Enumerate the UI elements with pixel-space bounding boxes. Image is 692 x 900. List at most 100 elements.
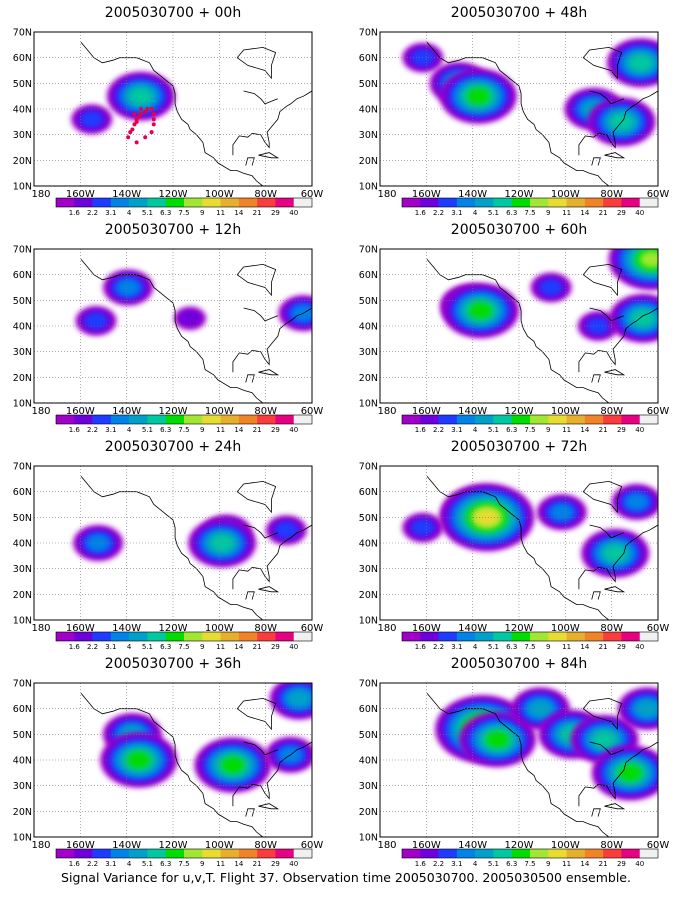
colorbar-swatch	[275, 849, 295, 858]
colorbar-swatch	[639, 415, 659, 424]
colorbar-swatch	[566, 415, 586, 424]
lat-tick-label: 30N	[13, 130, 32, 141]
colorbar-swatch	[511, 849, 531, 858]
colorbar-swatch	[238, 849, 258, 858]
colorbar-swatch	[110, 198, 130, 207]
lon-tick-label: 140W	[112, 840, 141, 851]
lat-tick-label: 50N	[13, 79, 32, 90]
colorbar-label: 3.1	[451, 209, 462, 217]
lon-tick-label: 80W	[600, 840, 623, 851]
lat-tick-label: 50N	[13, 513, 32, 524]
flight-track-point	[151, 112, 156, 117]
colorbar-swatch	[456, 849, 476, 858]
lat-tick-label: 60N	[359, 704, 378, 715]
colorbar-label: 4	[127, 209, 132, 217]
coastline	[80, 476, 264, 620]
lat-tick-label: 70N	[359, 245, 378, 256]
figure-caption: Signal Variance for u,v,T. Flight 37. Ob…	[61, 870, 631, 885]
lat-tick-label: 20N	[13, 373, 32, 384]
colorbar-label: 5.1	[142, 643, 153, 651]
colorbar-label: 14	[580, 426, 589, 434]
lat-tick-label: 50N	[359, 79, 378, 90]
colorbar-swatch	[165, 632, 185, 641]
lat-tick-label: 20N	[359, 156, 378, 167]
coastline	[232, 90, 312, 156]
lat-tick-label: 10N	[359, 399, 378, 410]
map-svg: 180 160W 140W 120W 100W 80W 60W 10N 20N 30N 40N 50N…	[359, 679, 670, 869]
lat-tick-label: 40N	[359, 105, 378, 116]
lon-tick-label: 80W	[254, 840, 277, 851]
colorbar-swatch	[56, 632, 75, 641]
colorbar-label: 21	[599, 643, 608, 651]
colorbar-label: 6.3	[506, 860, 517, 868]
colorbar-swatch	[110, 632, 130, 641]
variance-blob	[178, 310, 202, 327]
colorbar-swatch	[147, 632, 167, 641]
colorbar-label: 1.6	[69, 860, 81, 868]
map-svg: 180 160W 140W 120W 100W 80W 60W 10N 20N 30N 40N 50N…	[359, 462, 670, 652]
coastline	[245, 374, 255, 383]
map-frame-border	[33, 31, 313, 187]
coastline	[232, 307, 312, 373]
lon-tick-label: 60W	[647, 840, 670, 851]
coastline	[243, 524, 278, 539]
flight-track-point	[132, 122, 137, 127]
coastline	[589, 90, 624, 105]
colorbar-swatch	[402, 632, 421, 641]
colorbar-swatch	[147, 849, 167, 858]
lat-tick-label: 10N	[359, 616, 378, 627]
lon-tick-label: 120W	[505, 840, 534, 851]
lat-tick-label: 70N	[13, 679, 32, 690]
variance-blob	[539, 279, 563, 296]
colorbar-swatch	[220, 632, 240, 641]
lat-tick-label: 60N	[13, 53, 32, 64]
colorbar-swatch	[475, 415, 494, 424]
coastline	[232, 524, 312, 590]
colorbar-swatch	[202, 632, 221, 641]
variance-blob	[550, 504, 574, 521]
colorbar-swatch	[584, 415, 604, 424]
variance-blob	[593, 731, 617, 748]
lat-tick-label: 20N	[13, 590, 32, 601]
coastline	[591, 591, 601, 600]
colorbar-swatch	[639, 198, 659, 207]
lat-tick-label: 10N	[13, 182, 32, 193]
colorbar-label: 21	[599, 209, 608, 217]
colorbar-label: 14	[234, 209, 243, 217]
variance-blob	[129, 87, 153, 105]
colorbar-label: 40	[635, 426, 644, 434]
flight-track-point	[143, 135, 148, 140]
colorbar-border	[55, 414, 313, 425]
colorbar-border	[55, 197, 313, 208]
lon-tick-label: 160W	[66, 189, 95, 200]
colorbar-label: 14	[580, 860, 589, 868]
colorbar-border	[55, 848, 313, 859]
colorbar-swatch	[293, 849, 313, 858]
colorbar-label: 40	[289, 209, 298, 217]
colorbar-swatch	[202, 415, 221, 424]
lat-tick-label: 70N	[13, 245, 32, 256]
coastline	[243, 90, 278, 105]
coastline	[426, 476, 610, 620]
colorbar-swatch	[147, 415, 167, 424]
coastline	[258, 369, 280, 376]
lon-tick-label: 100W	[551, 189, 580, 200]
colorbar-label: 11	[562, 860, 571, 868]
colorbar-label: 5.1	[142, 426, 153, 434]
colorbar-label: 3.1	[105, 643, 116, 651]
coastline	[589, 741, 624, 756]
colorbar-border	[401, 414, 659, 425]
lon-tick-label: 140W	[112, 189, 141, 200]
panel-title: 2005030700 + 36h	[104, 656, 242, 672]
lon-tick-label: 140W	[458, 189, 487, 200]
colorbar-label: 11	[562, 643, 571, 651]
coastline	[582, 263, 623, 297]
lon-tick-label: 180	[31, 623, 50, 634]
lon-tick-label: 120W	[505, 623, 534, 634]
lat-tick-label: 10N	[13, 616, 32, 627]
colorbar-swatch	[584, 849, 604, 858]
colorbar-label: 7.5	[524, 860, 535, 868]
coastline	[243, 741, 278, 756]
colorbar-label: 1.6	[415, 643, 427, 651]
lat-tick-label: 40N	[13, 105, 32, 116]
